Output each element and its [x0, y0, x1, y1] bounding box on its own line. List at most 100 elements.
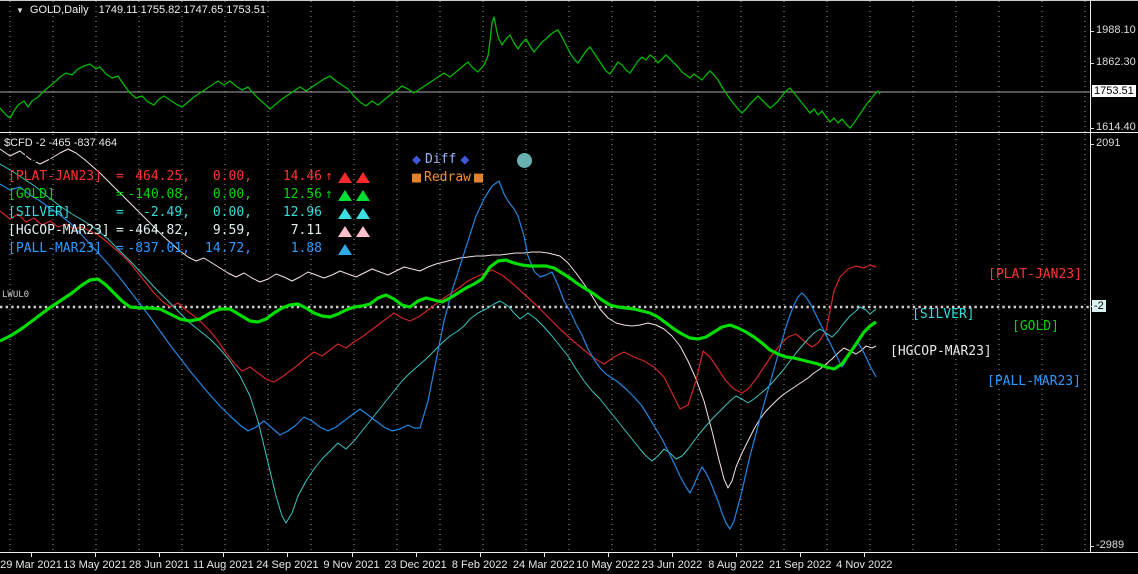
legend-cell: -2.49, [143, 205, 190, 220]
chart-cursor-icon: ▼ [16, 6, 24, 15]
scale-tick [1090, 144, 1094, 145]
time-axis-tick [736, 553, 738, 557]
legend-cell: 0.00, [212, 169, 252, 184]
legend-cell: = [116, 205, 124, 220]
panel-separator[interactable] [0, 132, 1138, 133]
triangle-icon [338, 226, 352, 237]
legend-cell: 1.88 [290, 241, 322, 256]
legend-cell: [HGCOP-MAR23] [8, 223, 110, 238]
legend-cell: -464.82, [127, 223, 190, 238]
scale-tick [1090, 546, 1094, 547]
time-axis-label: 23 Dec 2021 [384, 559, 447, 571]
triangle-icon [338, 208, 352, 219]
legend-cell: 0.00, [212, 187, 252, 202]
legend-cell: -140.08, [127, 187, 190, 202]
zero-line-tag: LWUL0 [2, 290, 30, 300]
legend-cell: 12.96 [282, 205, 322, 220]
button-label: Redraw [424, 170, 471, 185]
axis-separator [0, 552, 1138, 553]
legend-cell: = [116, 241, 124, 256]
scale-tick [1090, 128, 1094, 129]
circle-button[interactable] [517, 153, 532, 168]
triangle-icon [338, 172, 352, 183]
price-scale-label: 1862.30 [1096, 56, 1136, 68]
legend-cell: 9.59, [212, 223, 252, 238]
time-axis-label: 29 Mar 2021 [0, 559, 62, 571]
symbol-period-label: GOLD,Daily [29, 4, 89, 16]
line-label-plat-jan23: [PLAT-JAN23] [988, 267, 1082, 282]
legend-cell: 12.56 [282, 187, 322, 202]
legend-cell: [PLAT-JAN23] [8, 169, 102, 184]
triangle-icon [338, 190, 352, 201]
legend-cell: 7.11 [290, 223, 322, 238]
legend-cell: = [116, 169, 124, 184]
time-axis-tick [287, 553, 289, 557]
time-axis-label: 21 Sep 2022 [768, 559, 832, 571]
price-scale-label: 1988.10 [1096, 24, 1136, 36]
time-axis-label: 23 Jun 2022 [641, 559, 703, 571]
time-axis-tick [159, 553, 161, 557]
button-label: Diff [425, 152, 457, 167]
legend-cell: 14.46 [282, 169, 322, 184]
indicator-scale-label: -2989 [1096, 539, 1125, 551]
current-indicator-value-label: -2 [1092, 300, 1106, 312]
button-glyph-icon: ◆ [460, 150, 470, 168]
scale-tick [1090, 63, 1094, 64]
scale-tick [1090, 31, 1094, 32]
button-glyph-icon: ◆ [412, 150, 422, 168]
triangle-icon [356, 190, 370, 201]
time-axis-label: 28 Jun 2021 [128, 559, 190, 571]
time-axis-label: 8 Feb 2022 [451, 559, 508, 571]
legend-row-pall-mar23: [PALL-MAR23] = -837.01, 14.72, 1.88 [0, 241, 410, 257]
line-label-hgcop-mar23: [HGCOP-MAR23] [890, 344, 992, 359]
legend-cell: 0.00, [212, 205, 252, 220]
time-axis-tick [800, 553, 802, 557]
time-axis-tick [31, 553, 32, 557]
current-price-label: 1753.51 [1092, 85, 1136, 97]
up-arrow-icon: ↑ [325, 187, 333, 202]
legend-cell: -837.01, [127, 241, 190, 256]
time-axis-label: 10 May 2022 [576, 559, 640, 571]
diff-button[interactable]: ◆ Diff ◆ [412, 150, 470, 168]
redraw-button[interactable]: ■ Redraw ■ [412, 168, 484, 186]
time-axis-tick [607, 553, 609, 557]
indicator-title: $CFD -2 -465 -837 464 [4, 137, 118, 149]
indicator-line-GOLD [0, 258, 877, 371]
legend-cell: = [116, 223, 124, 238]
time-axis-tick [672, 553, 673, 557]
legend-header-diff2: Diff2 [212, 151, 252, 166]
indicator-chart-canvas[interactable] [0, 134, 1090, 552]
legend-cell: = [116, 187, 124, 202]
time-axis-tick [415, 553, 417, 557]
time-axis-tick [223, 553, 225, 557]
indicator-line-SILVER [0, 163, 877, 524]
legend-header-cp: [CP] [22, 151, 54, 166]
legend-cell: [PALL-MAR23] [8, 241, 102, 256]
triangle-icon [356, 226, 370, 237]
price-line-GOLD [0, 16, 881, 129]
legend-row-silver: [SILVER] = -2.49, 0.00, 12.96 [0, 205, 410, 221]
time-axis[interactable]: 29 Mar 2021 13 May 2021 28 Jun 2021 11 Aug … [0, 553, 1138, 574]
legend-cell: [GOLD] [8, 187, 55, 202]
time-axis-tick [479, 553, 481, 557]
legend-cell: [SILVER] [8, 205, 71, 220]
legend-row-hgcop-mar23: [HGCOP-MAR23] = -464.82, 9.59, 7.11 [0, 223, 410, 239]
legend-header: [CP] Val Diff2 Diff [0, 151, 410, 167]
line-label-pall-mar23: [PALL-MAR23] [987, 374, 1081, 389]
time-axis-label: 8 Aug 2022 [708, 559, 764, 571]
time-axis-label: 24 Sep 2021 [256, 559, 319, 571]
legend-cell: 14.72, [205, 241, 252, 256]
price-chart-canvas[interactable] [0, 1, 1090, 132]
indicator-legend: [CP] Val Diff2 Diff [PLAT-JAN23] = 464.25,… [0, 151, 410, 261]
indicator-scale-label: 2091 [1096, 137, 1121, 149]
time-axis-tick [543, 553, 545, 557]
time-axis-label: 9 Nov 2021 [323, 559, 380, 571]
button-glyph-icon: ■ [474, 168, 484, 186]
scale-separator [1090, 1, 1091, 552]
price-scale-label: 1614.40 [1096, 121, 1136, 133]
time-axis-tick [95, 553, 97, 557]
indicator-line-HGCOP-MAR23 [0, 148, 877, 489]
ohlc-values: 1749.11 1755.82 1747.65 1753.51 [98, 4, 267, 16]
chart-title: ▼ GOLD,Daily 1749.11 1755.82 1747.65 1753.… [16, 4, 266, 16]
